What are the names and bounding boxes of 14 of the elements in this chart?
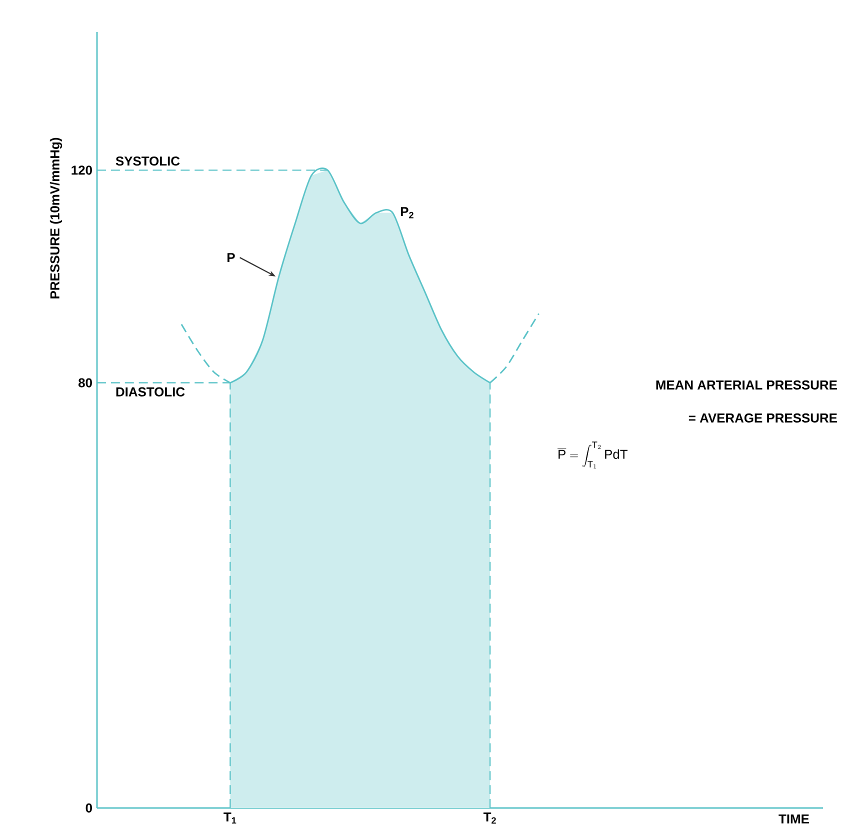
annotation: MEAN ARTERIAL PRESSURE: [656, 380, 837, 390]
y-tick-label: 0: [86, 803, 92, 813]
y-tick-label: 120: [72, 166, 92, 175]
ref-line-label: SYSTOLIC: [116, 156, 180, 166]
y-tick-label: 80: [78, 378, 92, 388]
x-tick-label: T$_{2}$: [483, 812, 496, 824]
annotation: P: [228, 253, 235, 262]
y-axis-title: PRESSURE (10mV/mmHg): [50, 138, 62, 298]
annotation: P$_{2}$: [400, 207, 414, 218]
annotation: = AVERAGE PRESSURE: [688, 413, 837, 423]
annotation: $\overline{\mathrm{P}} = \int_{\mathrm{T}_{1}}^{\mathrm{T}_{2}} \mathrm{PdT}$: [558, 442, 628, 468]
x-tick-label: T$_{1}$: [224, 812, 236, 824]
x-axis-title: TIME: [778, 814, 809, 824]
ref-line-label: DIASTOLIC: [116, 387, 185, 396]
